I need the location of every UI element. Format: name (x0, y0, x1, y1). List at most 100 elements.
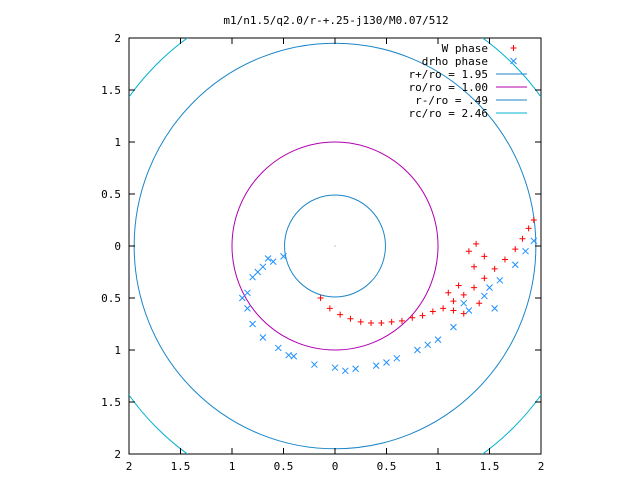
series-1-point-30-glyph (424, 341, 432, 349)
legend-item-1: drho phase (422, 55, 517, 68)
series-0-point-9 (409, 314, 416, 321)
legend-label-3: ro/ro = 1.00 (409, 81, 488, 94)
series-0-point-23-glyph (465, 248, 472, 255)
series-0-point-30 (476, 300, 483, 307)
series-0-point-8 (398, 317, 405, 324)
series-0-point-3 (347, 315, 354, 322)
circle-series-1 (231, 141, 439, 351)
series-1-point-4 (244, 289, 251, 297)
series-1-point-7-glyph (259, 334, 267, 341)
series-1-point-4-glyph (244, 289, 251, 297)
series-1-point-9 (290, 352, 298, 360)
series-1-point-6-glyph (249, 320, 256, 328)
series-0-point-1-glyph (326, 305, 333, 312)
x-tick-label-3: 0.5 (274, 460, 294, 473)
series-0-point-10 (419, 312, 426, 319)
series-1-point-15-glyph (414, 346, 421, 354)
legend-label-0: W phase (442, 42, 488, 55)
series-1-point-21-glyph (511, 261, 519, 269)
circle-series-3 (129, 38, 541, 454)
series-0-point-7-glyph (388, 318, 395, 325)
y-tick-label-5: 0.5 (101, 292, 121, 305)
series-1-point-28 (341, 367, 349, 375)
series-1-point-24 (254, 268, 262, 276)
series-1-point-10-glyph (311, 361, 318, 368)
series-0-point-1 (326, 305, 333, 312)
series-0-point-29 (460, 310, 467, 317)
chart-title: m1/n1.5/q2.0/r-+.25-j130/M0.07/512 (223, 14, 448, 27)
series-1-point-13-glyph (372, 362, 380, 369)
series-1-point-1 (269, 258, 277, 265)
series-0-point-15 (471, 284, 478, 291)
x-tick-label-5: 0.5 (377, 460, 397, 473)
series-1-point-10 (311, 361, 318, 368)
series-0-point-10-glyph (419, 312, 426, 319)
series-0-point-19 (512, 246, 519, 253)
x-tick-label-4: 0 (332, 460, 339, 473)
series-1-point-2 (259, 263, 267, 271)
series-1-point-11 (331, 364, 339, 372)
series-0-point-3-glyph (347, 315, 354, 322)
series-1-point-7 (259, 334, 267, 341)
legend-item-3: ro/ro = 1.00 (409, 81, 527, 94)
series-0-point-19-glyph (512, 246, 519, 253)
series-0-point-2-glyph (337, 311, 344, 318)
series-0-point-14-glyph (460, 291, 467, 298)
series-1-point-15 (414, 346, 421, 354)
legend-swatch-0 (510, 45, 517, 51)
series-1-point-3 (249, 273, 256, 281)
series-1-point-14 (393, 354, 401, 362)
series-1-point-16 (434, 336, 442, 343)
series-1-point-18 (465, 307, 473, 314)
series-1-point-12-glyph (352, 365, 359, 373)
series-0-point-24 (471, 263, 478, 270)
series-0-point-8-glyph (398, 317, 405, 324)
series-0-point-21-glyph (525, 225, 532, 232)
series-1-point-0 (280, 253, 287, 260)
legend-item-2: r+/ro = 1.95 (409, 68, 527, 81)
series-1-point-16-glyph (434, 336, 442, 343)
series-0-point-31-glyph (450, 307, 457, 314)
series-0-point-9-glyph (409, 314, 416, 321)
series-0-point-30-glyph (476, 300, 483, 307)
series-1-point-28-glyph (341, 367, 349, 375)
center-dot (334, 245, 336, 247)
y-tick-label-0: 2 (114, 32, 121, 45)
legend-label-5: rc/ro = 2.46 (409, 107, 488, 120)
series-1-point-21 (511, 261, 519, 269)
series-1-point-19-glyph (480, 292, 488, 300)
x-tick-label-6: 1 (435, 460, 442, 473)
y-tick-label-3: 0.5 (101, 188, 121, 201)
series-0-point-20 (519, 235, 526, 242)
legend-label-2: r+/ro = 1.95 (409, 68, 488, 81)
series-0-point-4 (357, 318, 364, 325)
series-0-point-20-glyph (519, 235, 526, 242)
series-1-point-17 (450, 323, 457, 331)
series-0-point-31 (450, 307, 457, 314)
series-1-point-5 (244, 305, 251, 312)
series-1-point-32 (486, 284, 493, 291)
legend-item-4: r-/ro = .49 (415, 94, 527, 107)
series-0-point-17-glyph (491, 265, 498, 272)
series-0-point-13 (450, 298, 457, 305)
series-0-point-7 (388, 318, 395, 325)
series-0-point-2 (337, 311, 344, 318)
series-0-point-11-glyph (429, 308, 436, 315)
series-1-point-20-glyph (496, 276, 504, 284)
series-1-point-29 (383, 359, 390, 366)
series-0-point-16 (481, 275, 488, 282)
series-0-point-14 (460, 291, 467, 298)
series-0-point-28 (455, 282, 462, 289)
series-0-point-26-glyph (473, 240, 480, 247)
series-0-point-24-glyph (471, 263, 478, 270)
y-tick-label-8: 2 (114, 448, 121, 461)
series-0-point-5-glyph (368, 319, 375, 326)
series-1-point-2-glyph (259, 263, 267, 271)
series-0-point-12 (440, 305, 447, 312)
series-1-point-3-glyph (249, 273, 256, 281)
y-tick-label-2: 1 (114, 136, 121, 149)
x-tick-label-8: 2 (538, 460, 545, 473)
series-1-point-23-glyph (530, 237, 538, 245)
series-0-point-11 (429, 308, 436, 315)
